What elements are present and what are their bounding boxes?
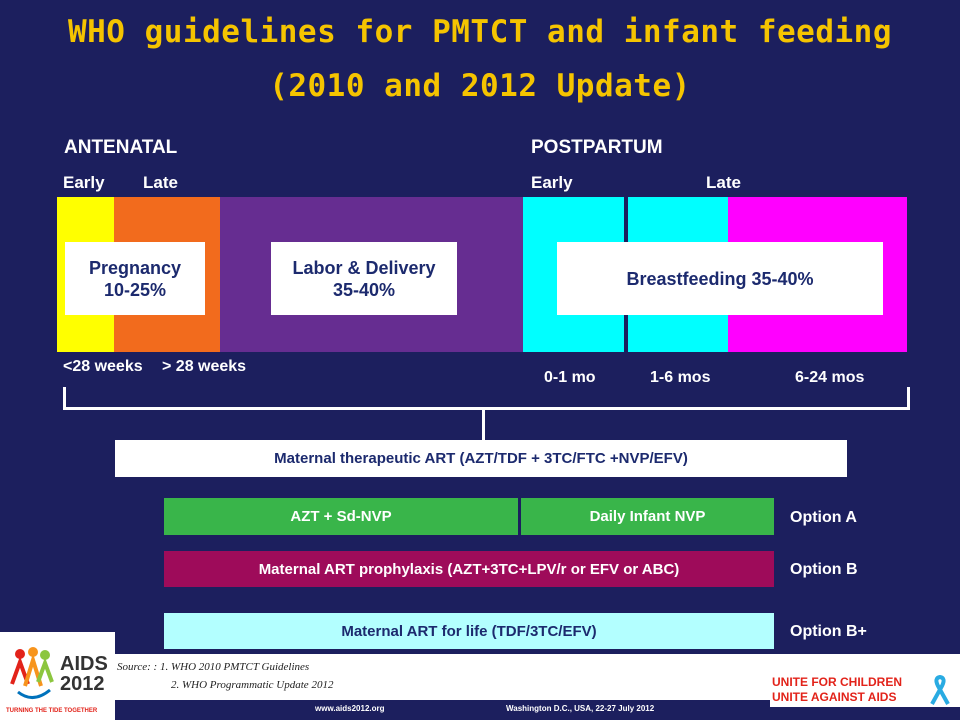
- bracket-right: [907, 387, 910, 409]
- antenatal-early-label: Early: [63, 173, 105, 192]
- ribbon-icon: [930, 674, 950, 705]
- option-bplus-bar: Maternal ART for life (TDF/3TC/EFV): [164, 613, 774, 649]
- bracket-bottom: [63, 407, 910, 410]
- pregnancy-percent: 10-25%: [103, 279, 167, 300]
- page-title-line2: (2010 and 2012 Update): [269, 68, 691, 104]
- breastfeeding-label: Breastfeeding 35-40%: [626, 268, 814, 289]
- labor-box: Labor & Delivery 35-40%: [271, 242, 457, 315]
- labor-percent: 35-40%: [332, 279, 396, 300]
- breastfeeding-box: Breastfeeding 35-40%: [557, 242, 883, 315]
- source-line1: Source: : 1. WHO 2010 PMTCT Guidelines: [117, 661, 310, 673]
- unite-line2: UNITE AGAINST AIDS: [772, 690, 897, 704]
- footer-bar: [115, 700, 960, 720]
- tick-0-1-mo: 0-1 mo: [544, 369, 596, 386]
- footer-location: Washington D.C., USA, 22-27 July 2012: [506, 704, 655, 713]
- option-b-label: Option B: [790, 561, 858, 578]
- pregnancy-label: Pregnancy: [88, 257, 182, 278]
- option-b-bar: Maternal ART prophylaxis (AZT+3TC+LPV/r …: [164, 551, 774, 587]
- postpartum-header: POSTPARTUM: [531, 137, 663, 158]
- option-a-right-bar: Daily Infant NVP: [521, 498, 774, 535]
- page-title-line1: WHO guidelines for PMTCT and infant feed…: [67, 14, 893, 50]
- bracket-left: [63, 387, 66, 409]
- therapeutic-art-bar: Maternal therapeutic ART (AZT/TDF + 3TC/…: [115, 440, 847, 477]
- people-icon: [10, 647, 54, 699]
- footer-url[interactable]: www.aids2012.org: [315, 704, 385, 713]
- aids2012-logo-text: AIDS 2012: [60, 653, 108, 695]
- option-a-left-bar: AZT + Sd-NVP: [164, 498, 518, 535]
- aids2012-logo: AIDS 2012 TURNING THE TIDE TOGETHER: [0, 632, 115, 720]
- aids2012-tagline: TURNING THE TIDE TOGETHER: [6, 708, 98, 714]
- tick-gt28-weeks: > 28 weeks: [162, 358, 247, 375]
- antenatal-header: ANTENATAL: [64, 137, 178, 158]
- postpartum-early-label: Early: [531, 173, 573, 192]
- labor-label: Labor & Delivery: [292, 257, 436, 278]
- option-a-label: Option A: [790, 509, 857, 526]
- antenatal-late-label: Late: [143, 173, 178, 192]
- option-bplus-label: Option B+: [790, 623, 867, 640]
- tick-lt28-weeks: <28 weeks: [63, 358, 143, 375]
- tick-6-24-mos: 6-24 mos: [795, 369, 865, 386]
- tick-1-6-mos: 1-6 mos: [650, 369, 711, 386]
- unite-logo: UNITE FOR CHILDREN UNITE AGAINST AIDS: [770, 673, 960, 707]
- pregnancy-box: Pregnancy 10-25%: [65, 242, 205, 315]
- unite-line1: UNITE FOR CHILDREN: [772, 675, 902, 689]
- source-line2: 2. WHO Programmatic Update 2012: [171, 679, 334, 691]
- postpartum-late-label: Late: [706, 173, 741, 192]
- bracket-stem: [482, 409, 485, 441]
